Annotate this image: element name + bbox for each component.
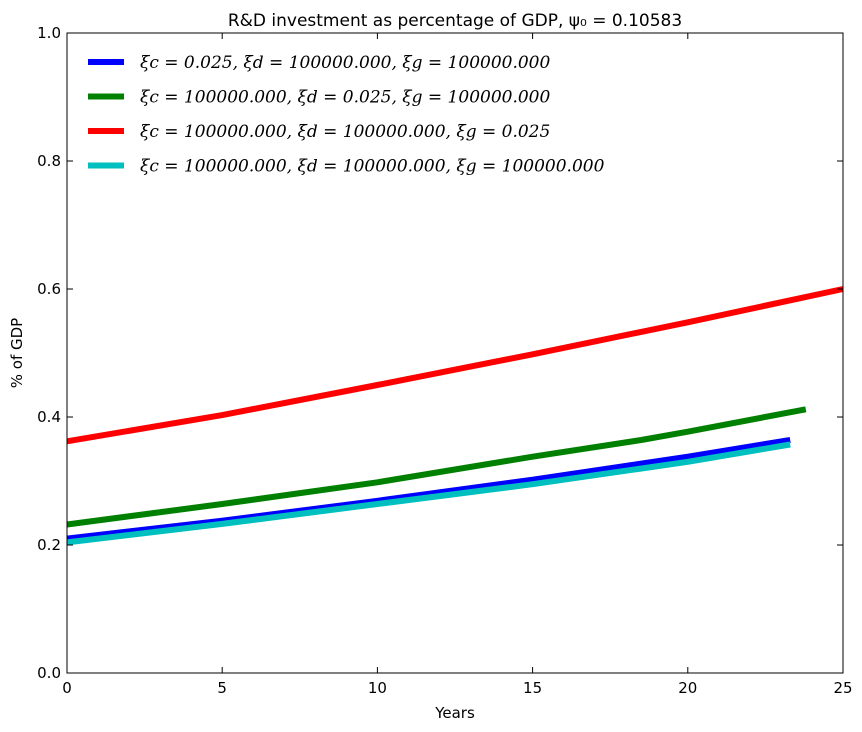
x-tick-label: 5 (217, 679, 227, 697)
series-line-4 (66, 441, 791, 546)
legend-label-4: ξc = 100000.000, ξd = 100000.000, ξg = 1… (140, 157, 605, 177)
x-tick-label: 10 (368, 679, 387, 697)
x-axis-label: Years (434, 704, 475, 722)
plot-lines (66, 286, 844, 546)
x-tick-label: 15 (523, 679, 542, 697)
y-tick-label: 0.0 (37, 664, 61, 682)
series-line-3 (66, 286, 844, 445)
legend-label-3: ξc = 100000.000, ξd = 100000.000, ξg = 0… (140, 122, 550, 142)
y-tick-label: 0.8 (37, 152, 61, 170)
legend-label-1: ξc = 0.025, ξd = 100000.000, ξg = 100000… (140, 53, 550, 73)
x-tick-label: 20 (678, 679, 697, 697)
legend-label-2: ξc = 100000.000, ξd = 0.025, ξg = 100000… (140, 88, 550, 108)
legend: ξc = 0.025, ξd = 100000.000, ξg = 100000… (88, 53, 605, 177)
chart-title: R&D investment as percentage of GDP, ψ₀ … (228, 11, 682, 31)
y-tick-label: 0.6 (37, 280, 61, 298)
x-tick-label: 0 (62, 679, 72, 697)
y-axis-label: % of GDP (8, 318, 26, 388)
axis-ticks: 0 5 10 15 20 25 0.0 0.2 0.4 0.6 0.8 1.0 (37, 24, 852, 697)
plot-frame (66, 32, 844, 674)
y-tick-label: 0.4 (37, 408, 61, 426)
x-tick-label: 25 (833, 679, 852, 697)
series-line-1 (66, 437, 791, 542)
y-tick-label: 1.0 (37, 24, 61, 42)
series-line-2 (66, 406, 807, 528)
y-tick-label: 0.2 (37, 536, 61, 554)
